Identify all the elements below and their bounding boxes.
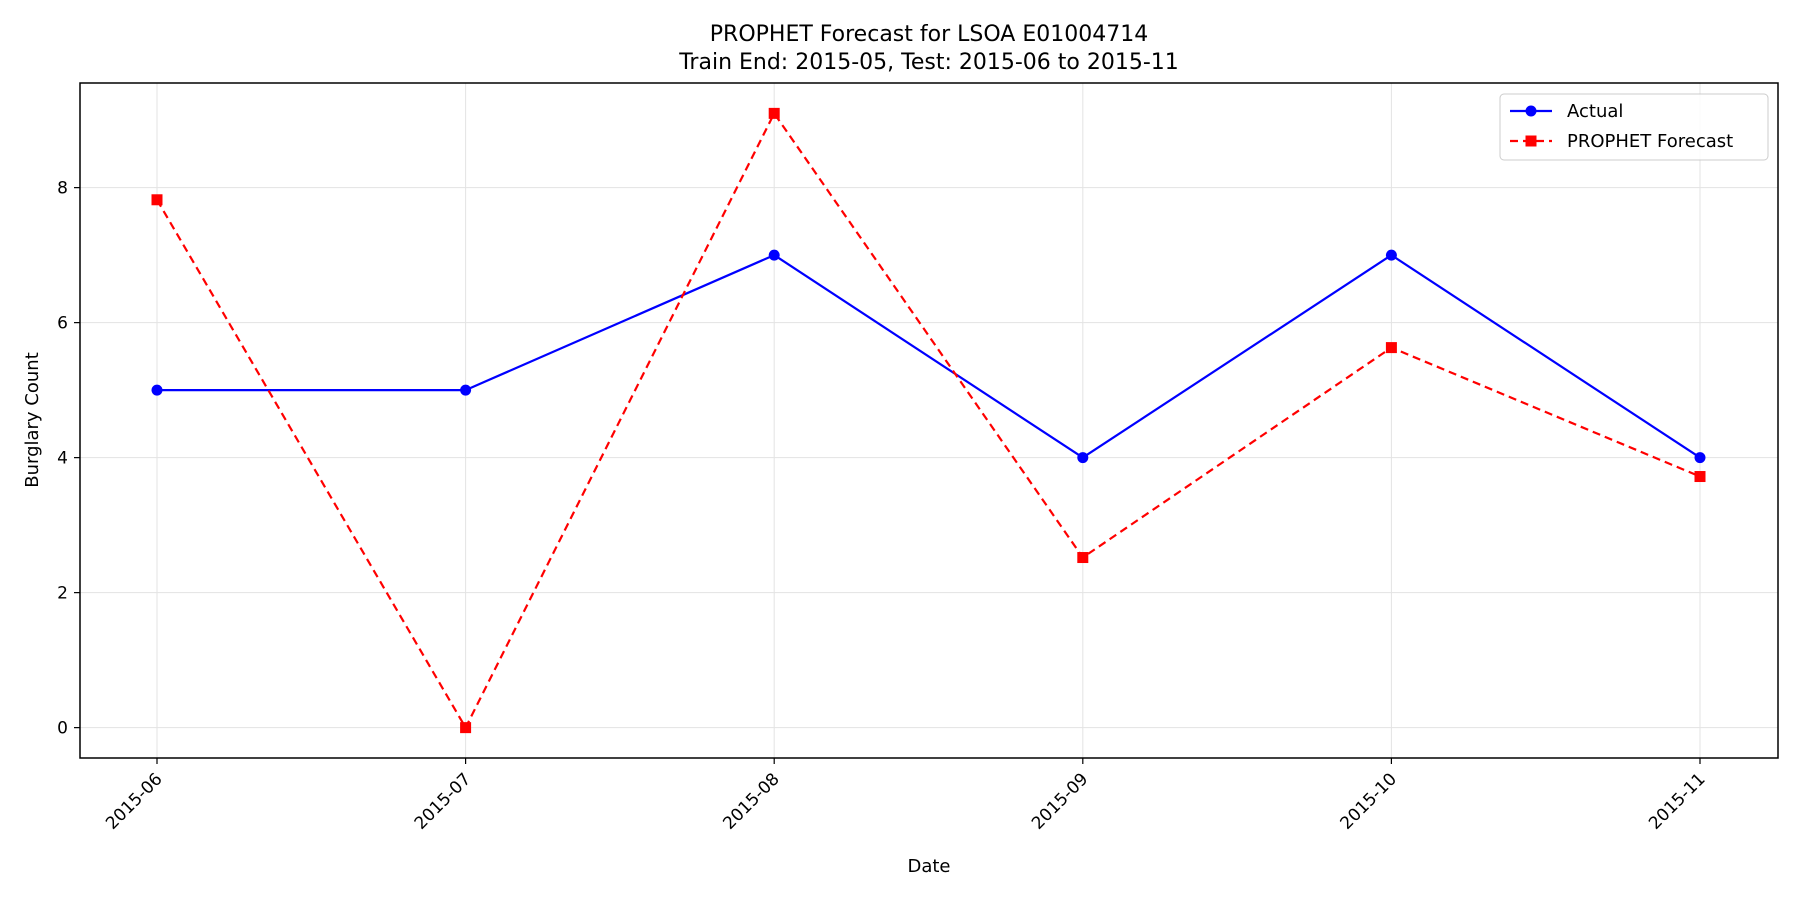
chart-title-line1: PROPHET Forecast for LSOA E01004714: [710, 22, 1148, 47]
data-point-series-1: [151, 194, 163, 206]
x-tick-label: 2015-08: [719, 769, 783, 833]
x-tick-label: 2015-09: [1028, 769, 1092, 833]
chart-title-line2: Train End: 2015-05, Test: 2015-06 to 201…: [678, 50, 1179, 75]
data-point-series-1: [768, 107, 780, 119]
x-tick-label: 2015-10: [1337, 769, 1401, 833]
data-point-series-0: [1385, 249, 1397, 261]
data-point-series-0: [1694, 452, 1706, 464]
data-point-series-0: [151, 384, 163, 396]
data-point-series-0: [1077, 452, 1089, 464]
series-line-1: [156, 112, 1701, 729]
x-tick-label: 2015-11: [1645, 769, 1709, 833]
y-tick-label: 0: [57, 719, 68, 739]
data-point-series-1: [1385, 342, 1397, 354]
x-tick-label: 2015-06: [102, 769, 166, 833]
y-axis-label: Burglary Count: [22, 352, 43, 488]
y-tick-label: 4: [57, 449, 68, 469]
y-tick-label: 8: [57, 179, 68, 199]
grid: [80, 83, 1778, 758]
legend-box: [1499, 93, 1769, 161]
plot-frame: [79, 82, 1779, 759]
series-layer: [151, 107, 1706, 734]
legend-marker-actual: [1525, 105, 1537, 117]
legend: Actual PROPHET Forecast: [1499, 93, 1769, 161]
series-line-0: [157, 254, 1701, 459]
data-point-series-0: [460, 384, 472, 396]
y-axis-ticks: 0 2 4 6 8: [57, 179, 80, 739]
x-axis-ticks: 2015-06 2015-07 2015-08 2015-09 2015-10 2015-…: [102, 758, 1710, 834]
legend-label-forecast: PROPHET Forecast: [1567, 131, 1733, 152]
data-point-series-1: [1694, 471, 1706, 483]
legend-marker-forecast: [1525, 135, 1537, 147]
y-tick-label: 6: [57, 314, 68, 334]
data-point-series-1: [1077, 552, 1089, 564]
data-point-series-1: [460, 722, 472, 734]
data-point-series-0: [768, 249, 780, 261]
y-tick-label: 2: [57, 584, 68, 604]
x-tick-label: 2015-07: [411, 769, 475, 833]
legend-label-actual: Actual: [1567, 101, 1623, 122]
x-axis-label: Date: [907, 856, 950, 877]
